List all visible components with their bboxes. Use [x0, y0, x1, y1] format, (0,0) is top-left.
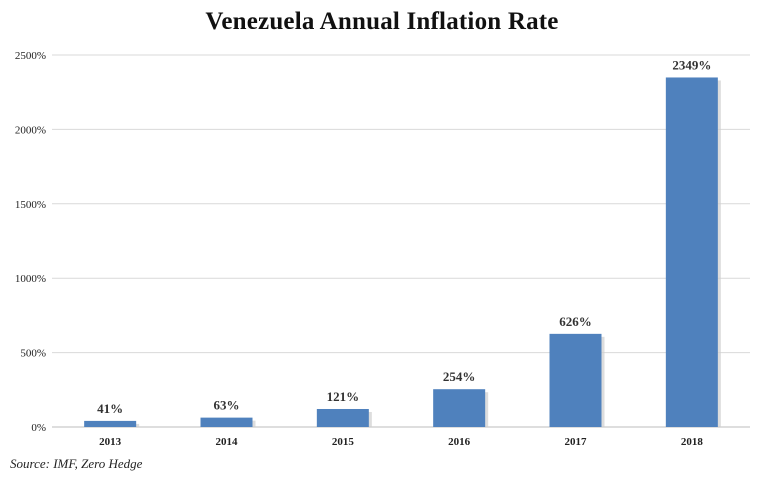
data-label: 626%: [559, 314, 592, 329]
bar: [433, 389, 486, 427]
y-tick-label: 500%: [20, 348, 46, 360]
x-tick-label: 2015: [332, 436, 355, 448]
data-label: 121%: [327, 389, 360, 404]
bar: [84, 420, 137, 427]
data-label: 41%: [97, 401, 123, 416]
data-label: 2349%: [672, 57, 711, 72]
y-tick-label: 1500%: [15, 199, 46, 211]
y-tick-label: 2500%: [15, 50, 46, 62]
source-note: Source: IMF, Zero Hedge: [10, 456, 143, 471]
bar: [200, 417, 253, 427]
x-tick-label: 2014: [216, 436, 239, 448]
y-tick-label: 2000%: [15, 124, 46, 136]
x-tick-label: 2018: [681, 436, 704, 448]
data-label: 63%: [214, 398, 240, 413]
chart-title: Venezuela Annual Inflation Rate: [205, 8, 559, 35]
x-tick-label: 2017: [565, 436, 588, 448]
bar: [665, 77, 718, 427]
bar: [316, 408, 369, 427]
y-tick-label: 1000%: [15, 273, 46, 285]
y-tick-label: 0%: [31, 422, 46, 434]
x-tick-label: 2016: [448, 436, 471, 448]
x-tick-label: 2013: [99, 436, 122, 448]
bar: [549, 333, 602, 427]
data-label: 254%: [443, 369, 476, 384]
